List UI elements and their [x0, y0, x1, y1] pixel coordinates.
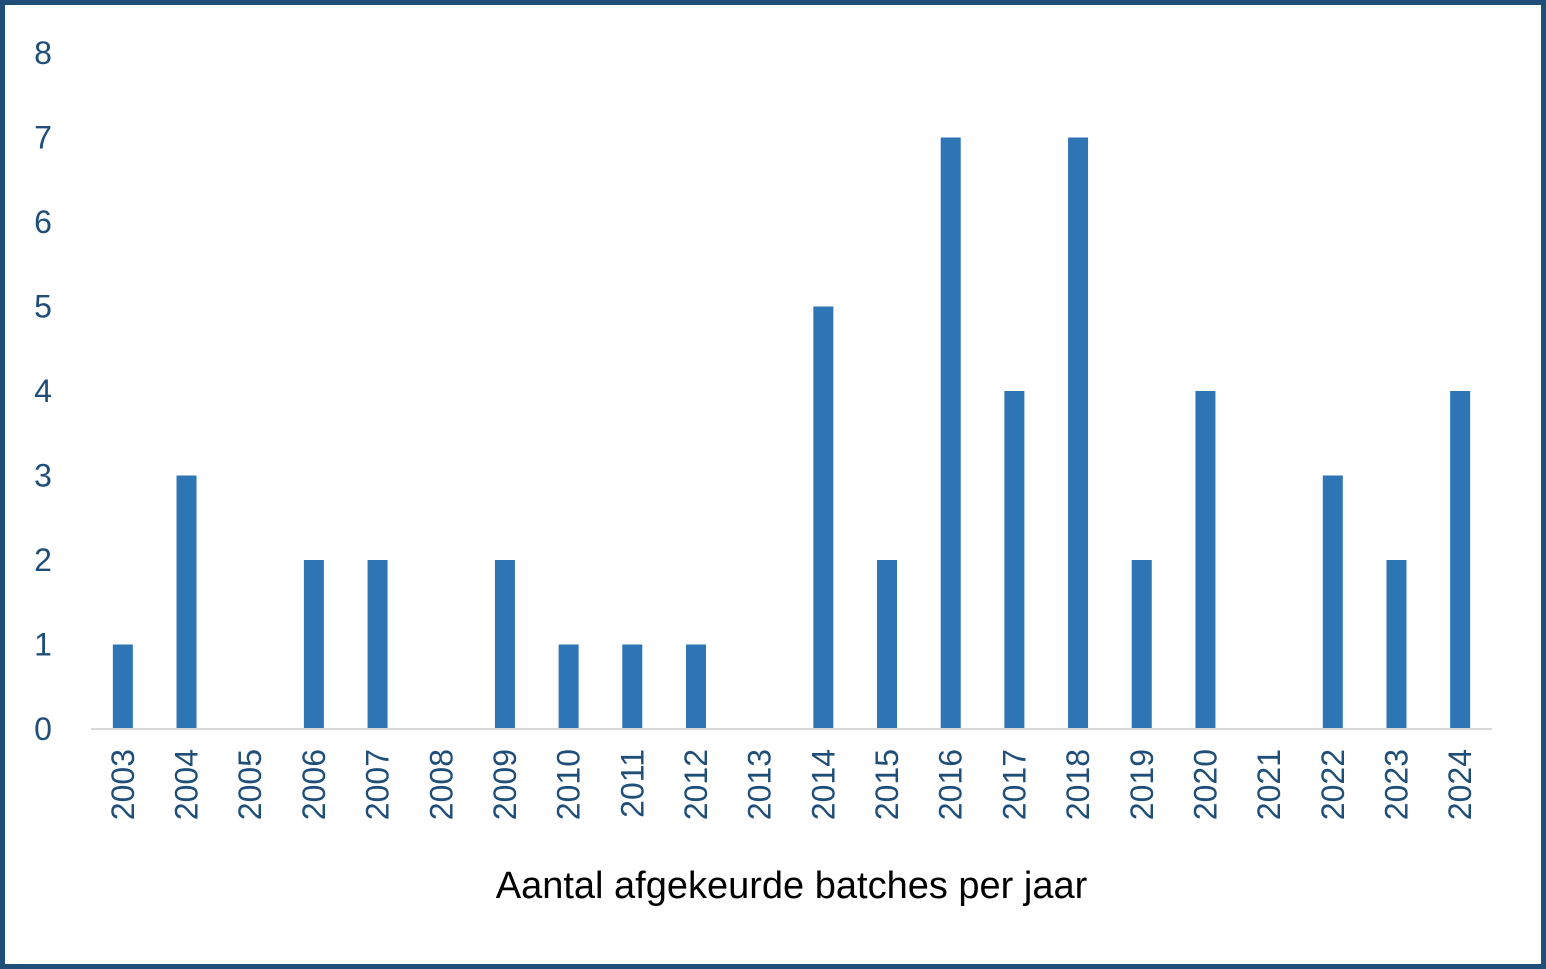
y-axis-ticks: 0 1 2 3 4 5 6 7 8	[34, 35, 52, 747]
x-tick-label: 2011	[614, 749, 650, 818]
x-tick-label: 2024	[1442, 749, 1478, 820]
x-tick-label: 2016	[933, 749, 969, 820]
bar-2009	[494, 560, 515, 729]
bar-2004	[176, 475, 197, 729]
bar-2017	[1004, 391, 1025, 729]
bar-2010	[558, 644, 579, 729]
y-tick-label: 2	[34, 542, 52, 578]
x-tick-label: 2021	[1251, 749, 1287, 820]
bar-2020	[1195, 391, 1216, 729]
x-axis-ticks: 2003 2004 2005 2006 2007 2008 2009 2010 2011 2012…	[105, 749, 1478, 820]
bar-2006	[303, 560, 324, 729]
x-tick-label: 2010	[551, 749, 587, 820]
x-axis-label: Aantal afgekeurde batches per jaar	[496, 865, 1088, 907]
x-tick-label: 2020	[1187, 749, 1223, 820]
bar-2016	[940, 137, 961, 729]
bar-2015	[877, 560, 898, 729]
x-tick-label: 2013	[742, 749, 778, 820]
x-tick-label: 2005	[232, 749, 268, 820]
bars	[112, 137, 1471, 729]
x-tick-label: 2023	[1378, 749, 1414, 820]
bar-2012	[685, 644, 706, 729]
bar-2018	[1068, 137, 1089, 729]
bar-2007	[367, 560, 388, 729]
y-tick-label: 6	[34, 204, 52, 240]
y-tick-label: 4	[34, 373, 52, 409]
x-tick-label: 2009	[487, 749, 523, 820]
x-tick-label: 2006	[296, 749, 332, 820]
y-tick-label: 8	[34, 35, 52, 71]
bar-2024	[1450, 391, 1471, 729]
y-tick-label: 3	[34, 458, 52, 494]
x-tick-label: 2018	[1060, 749, 1096, 820]
bar-2003	[112, 644, 133, 729]
x-tick-label: 2003	[105, 749, 141, 820]
bar-2014	[813, 306, 834, 729]
bar-2011	[622, 644, 643, 729]
x-tick-label: 2019	[1124, 749, 1160, 820]
y-tick-label: 0	[34, 711, 52, 747]
x-tick-label: 2008	[423, 749, 459, 820]
x-tick-label: 2022	[1315, 749, 1351, 820]
bar-2023	[1386, 560, 1407, 729]
x-tick-label: 2015	[869, 749, 905, 820]
y-tick-label: 5	[34, 289, 52, 325]
x-tick-label: 2017	[996, 749, 1032, 820]
x-tick-label: 2007	[360, 749, 396, 820]
y-tick-label: 1	[34, 627, 52, 663]
x-tick-label: 2004	[169, 749, 205, 820]
bar-2019	[1131, 560, 1152, 729]
bar-2022	[1322, 475, 1343, 729]
x-tick-label: 2012	[678, 749, 714, 820]
x-tick-label: 2014	[805, 749, 841, 820]
y-tick-label: 7	[34, 120, 52, 156]
